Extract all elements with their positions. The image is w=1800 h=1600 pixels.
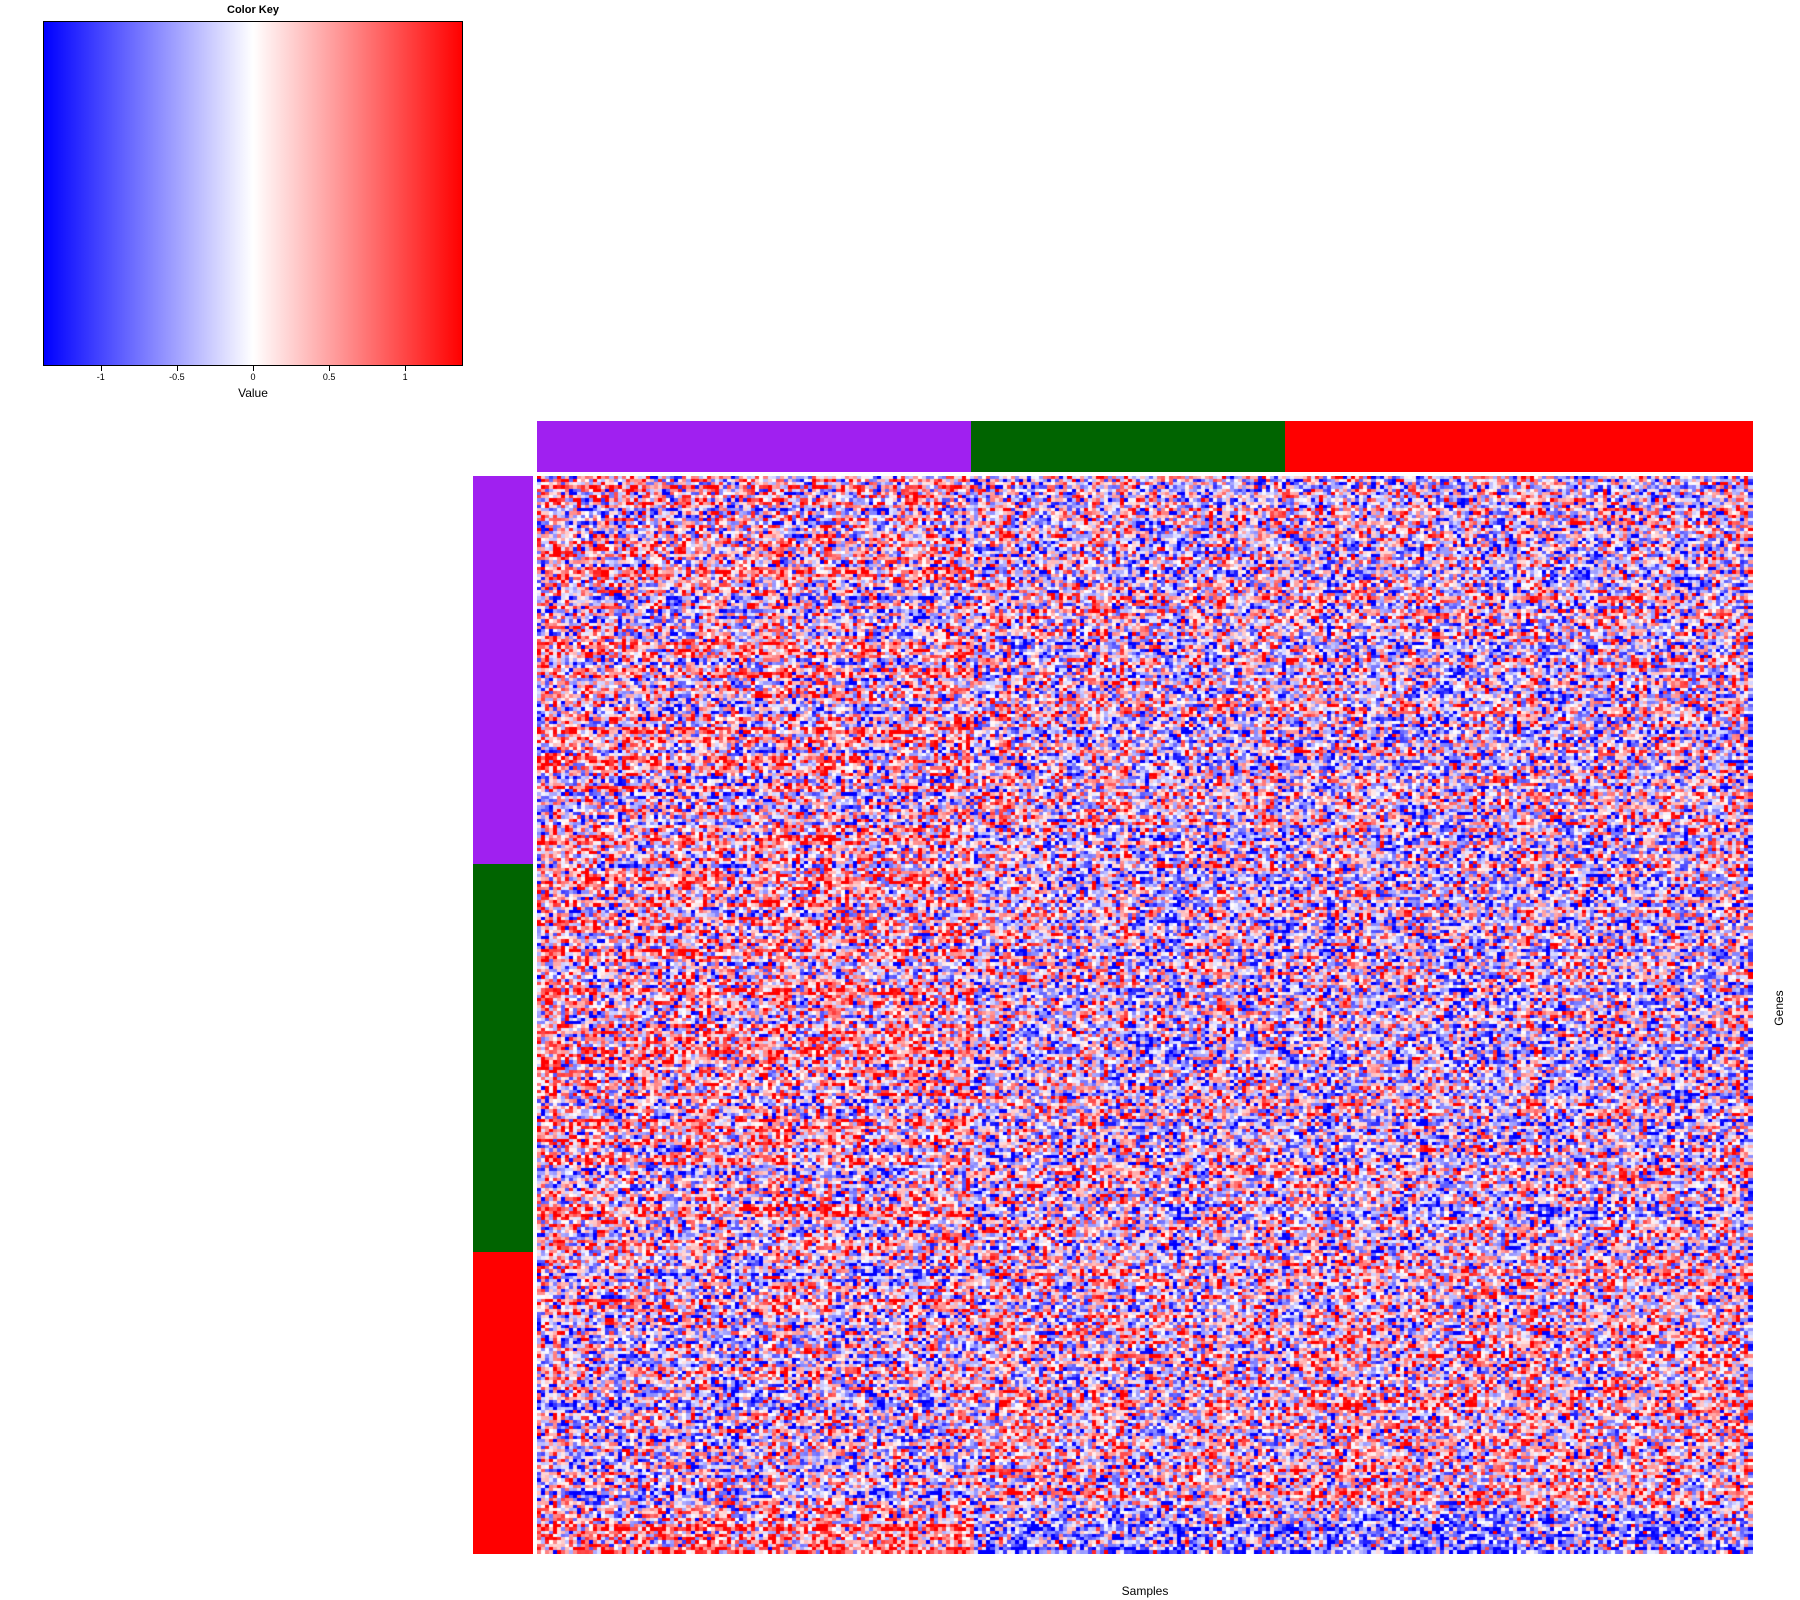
column-group-segment xyxy=(971,421,1285,472)
x-axis-label: Samples xyxy=(1121,1584,1169,1598)
color-key-tick xyxy=(253,366,254,371)
color-key-tick-label: 0.5 xyxy=(322,372,336,382)
row-group-segment xyxy=(473,476,533,865)
color-key-tick xyxy=(329,366,331,371)
color-key-tick-label: -1 xyxy=(96,372,105,382)
color-key-tick xyxy=(176,366,178,371)
color-key-xlabel: Value xyxy=(238,386,268,400)
column-group-bar xyxy=(537,421,1753,472)
color-key-gradient xyxy=(43,21,463,366)
color-key-title: Color Key xyxy=(227,4,279,16)
heatmap-grid xyxy=(537,476,1753,1554)
row-group-bar xyxy=(473,476,533,1554)
row-group-segment xyxy=(473,864,533,1253)
row-group-segment xyxy=(473,1252,533,1554)
color-key-tick-label: 1 xyxy=(402,372,408,382)
color-key-tick-label: -0.5 xyxy=(169,372,185,382)
y-axis-label: Genes xyxy=(1772,990,1786,1026)
column-group-segment xyxy=(537,421,972,472)
column-group-segment xyxy=(1284,421,1753,472)
color-key-axis: -1 -0.5 0 0.5 1 xyxy=(43,366,463,386)
color-key-tick-label: 0 xyxy=(250,372,256,382)
color-key-tick xyxy=(100,366,102,371)
color-key-tick xyxy=(405,366,407,371)
